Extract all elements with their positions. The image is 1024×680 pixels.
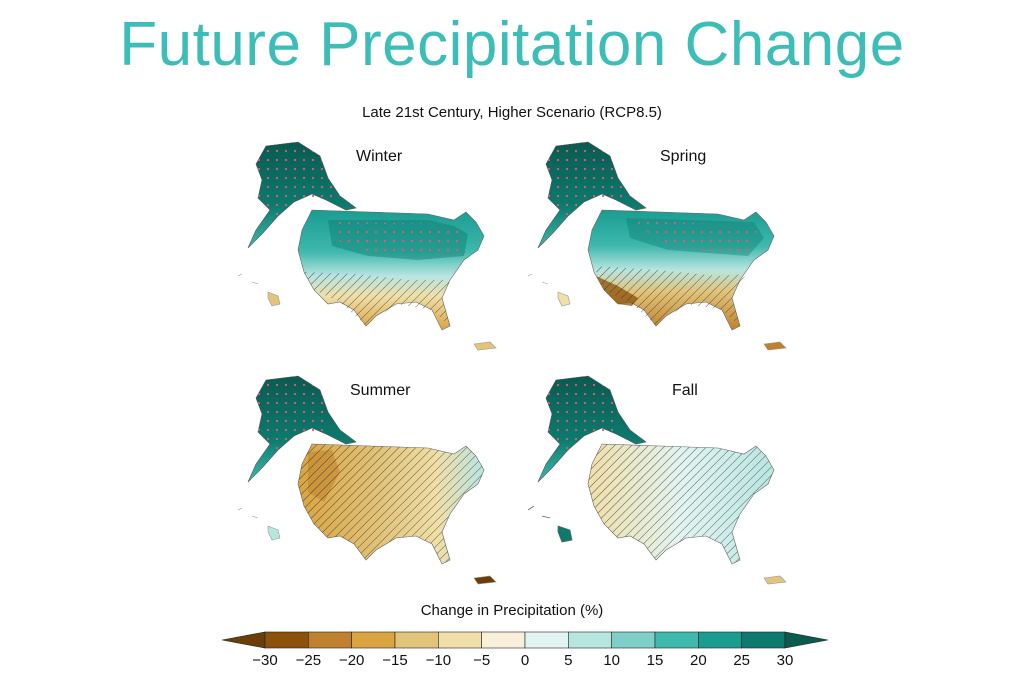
puerto-rico-region [763,341,787,351]
colorbar-under-arrow [222,631,266,649]
colorbar-swatch [351,631,396,649]
puerto-rico-region [763,575,787,585]
colorbar-swatch [654,631,699,649]
hawaii-region [237,507,281,541]
panel-label-fall: Fall [672,382,698,399]
colorbar-tick-label: −15 [382,652,408,669]
map-panel-fall: Fall [518,372,898,597]
colorbar-graphic [222,631,828,649]
winter-map-graphic [237,141,497,351]
colorbar-swatch [698,631,742,649]
colorbar-swatch [394,631,439,649]
colorbar-swatch [308,631,352,649]
map-panel-winter: Winter [228,138,608,363]
map-panel-summer: Summer [228,372,608,597]
hawaii-region [527,273,571,307]
summer-map-graphic [237,375,497,585]
colorbar-swatch [438,631,482,649]
colorbar-swatch [481,631,526,649]
colorbar-swatch [264,631,309,649]
colorbar: −30 −25 −20 −15 −10 −5 0 5 10 15 20 25 30 [222,628,828,678]
colorbar-swatch [611,631,656,649]
colorbar-tick-label: −5 [473,652,491,669]
colorbar-over-arrow [784,631,828,649]
spring-map-graphic [527,141,787,351]
puerto-rico-region [473,341,497,351]
colorbar-swatch [568,631,612,649]
panel-label-winter: Winter [356,148,403,165]
colorbar-tick-label: 20 [689,652,707,669]
panel-label-summer: Summer [350,382,411,399]
colorbar-tick-label: −10 [425,652,452,669]
slide-title: Future Precipitation Change [119,10,905,79]
colorbar-title: Change in Precipitation (%) [420,602,604,619]
figure-subtitle: Late 21st Century, Higher Scenario (RCP8… [362,104,662,121]
colorbar-tick-label: 15 [646,652,664,669]
map-panel-spring: Spring [518,138,898,363]
colorbar-tick-label: 5 [564,652,573,669]
colorbar-swatch [524,631,569,649]
colorbar-tick-label: 10 [603,652,620,669]
colorbar-tick-label: 0 [520,652,530,669]
colorbar-swatch [741,631,786,649]
hawaii-region [527,505,573,543]
panel-label-spring: Spring [660,148,707,165]
colorbar-tick-label: −30 [252,652,278,669]
colorbar-tick-label: 25 [733,652,750,669]
hawaii-region [237,273,281,307]
fall-map-graphic [527,375,787,585]
colorbar-tick-label: −20 [338,652,365,669]
colorbar-tick-label: −25 [295,652,322,669]
puerto-rico-region [473,575,497,585]
colorbar-tick-label: 30 [776,652,794,669]
